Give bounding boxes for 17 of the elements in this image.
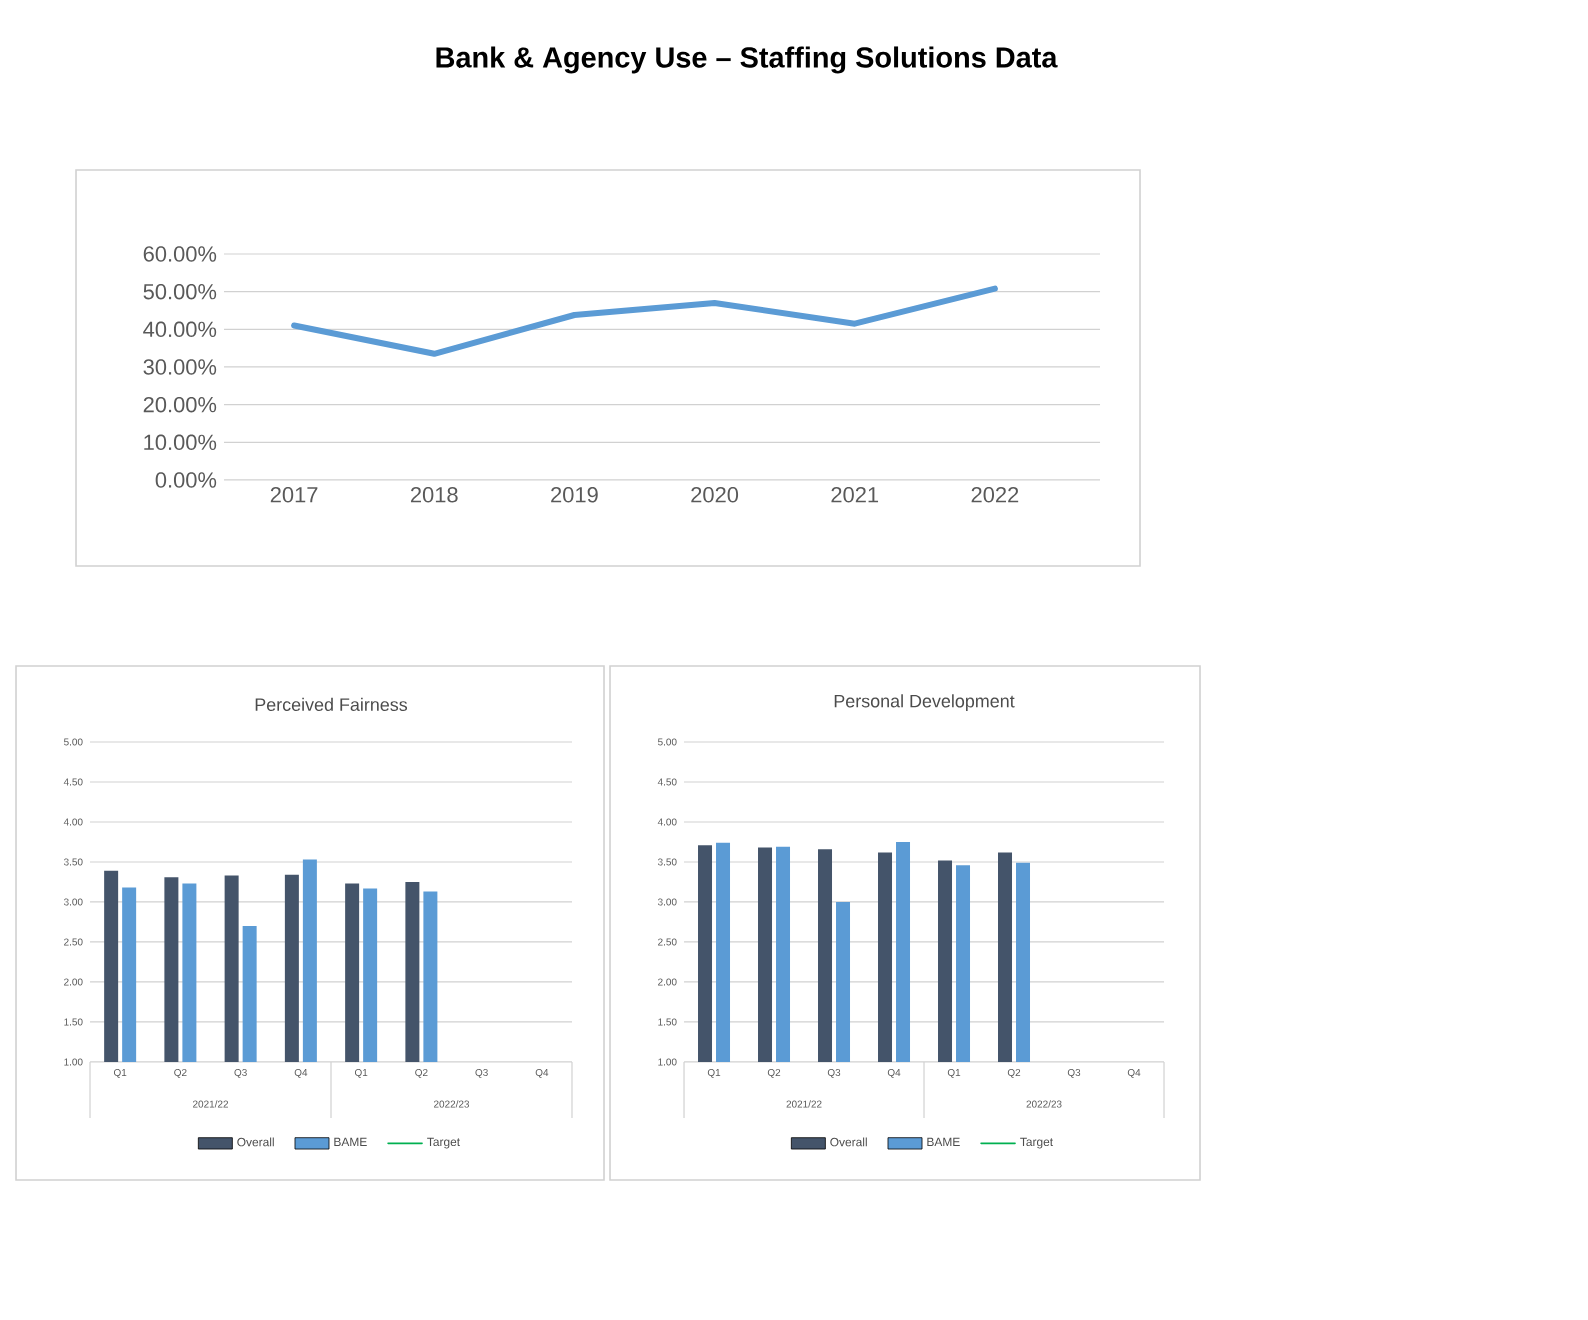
y-tick-label: 30.00% [143, 359, 217, 375]
x-tick-label: 2017 [270, 487, 318, 503]
x-tick-label: 2019 [551, 487, 598, 503]
x-tick-label: 2018 [410, 487, 458, 503]
y-tick-label: 60.00% [143, 246, 217, 262]
y-tick-label: 10.00% [144, 434, 217, 451]
y-tick-label: 50.00% [143, 283, 217, 300]
chart-title: Bank & Agency Use – Staffing Solutions Data [436, 46, 1058, 74]
x-tick-label: 2020 [691, 487, 739, 503]
y-tick-label: 0.00% [155, 472, 217, 488]
chart-title: Personal Development [834, 694, 1015, 711]
y-tick-label: 20.00% [143, 396, 217, 413]
y-tick-label: 40.00% [143, 321, 217, 338]
chart-title: Perceived Fairness [255, 697, 408, 711]
x-tick-label: 2022 [971, 487, 1019, 503]
x-tick-label: 2021 [831, 487, 879, 503]
line-series [291, 285, 998, 357]
